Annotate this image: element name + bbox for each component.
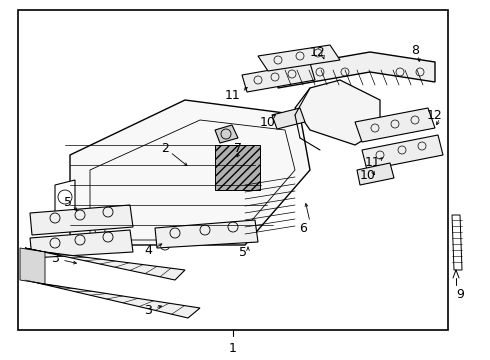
- Polygon shape: [70, 100, 310, 245]
- Text: 3: 3: [51, 252, 59, 265]
- Text: 3: 3: [144, 303, 152, 316]
- Polygon shape: [30, 205, 133, 235]
- Polygon shape: [55, 180, 75, 215]
- Text: 10: 10: [260, 116, 276, 129]
- Text: 9: 9: [456, 288, 464, 302]
- Polygon shape: [215, 125, 238, 143]
- Text: 11: 11: [225, 89, 241, 102]
- Polygon shape: [295, 80, 380, 145]
- Polygon shape: [452, 215, 462, 270]
- Text: 11: 11: [365, 156, 381, 168]
- Polygon shape: [20, 248, 45, 284]
- Polygon shape: [278, 52, 435, 88]
- Polygon shape: [357, 163, 394, 185]
- Polygon shape: [355, 108, 435, 142]
- Polygon shape: [30, 230, 133, 258]
- Text: 2: 2: [161, 141, 169, 154]
- Bar: [18, 10, 448, 330]
- Text: 10: 10: [360, 168, 376, 181]
- Polygon shape: [362, 135, 443, 170]
- Polygon shape: [258, 45, 340, 71]
- Polygon shape: [272, 108, 305, 129]
- Polygon shape: [242, 63, 315, 92]
- Text: 5: 5: [239, 246, 247, 258]
- Text: 5: 5: [64, 195, 72, 208]
- Text: 8: 8: [411, 44, 419, 57]
- Text: 12: 12: [427, 108, 443, 122]
- Polygon shape: [25, 280, 200, 318]
- Text: 1: 1: [229, 342, 237, 355]
- Polygon shape: [25, 248, 185, 280]
- Text: 12: 12: [310, 45, 326, 59]
- Text: 7: 7: [234, 141, 242, 154]
- Polygon shape: [155, 220, 258, 248]
- Text: 4: 4: [144, 243, 152, 257]
- Bar: [215, 145, 260, 190]
- Text: 6: 6: [299, 221, 307, 234]
